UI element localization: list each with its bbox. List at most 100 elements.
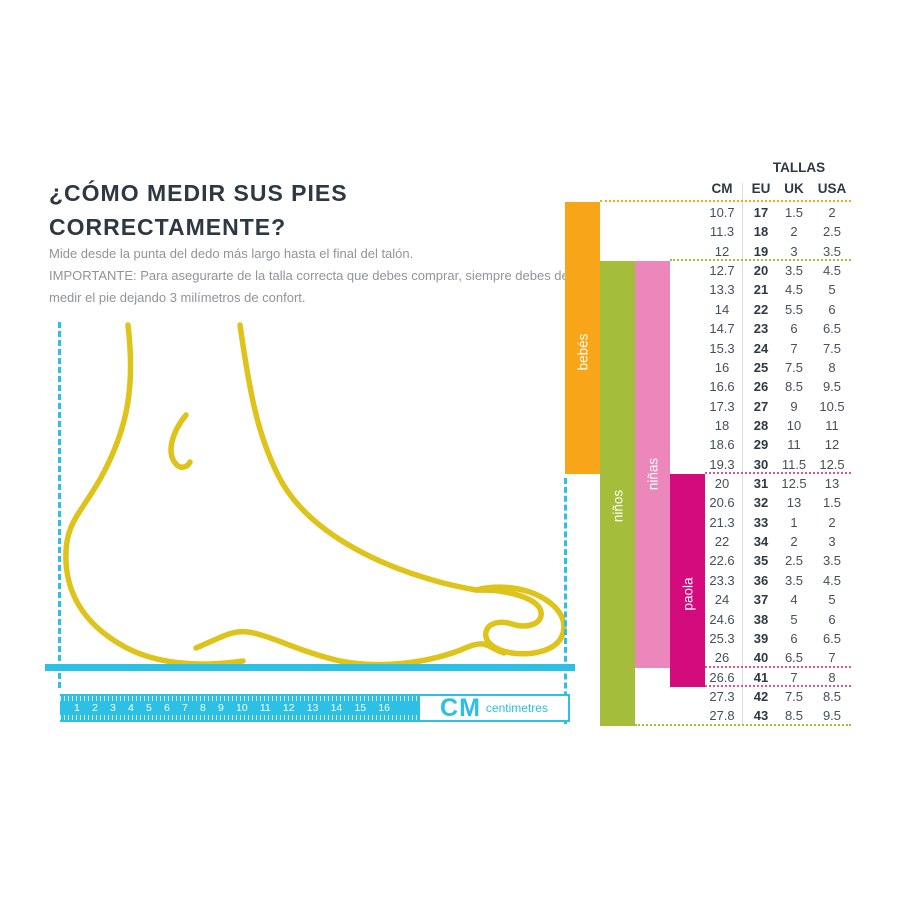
cell-eu: 39 [753, 630, 769, 646]
table-row: 27.8 43 8.5 9.5 [698, 706, 852, 725]
cell-usa: 2 [828, 205, 836, 220]
table-row: 21.3 33 1 2 [698, 513, 852, 532]
cell-cm: 12.7 [709, 263, 735, 279]
ruler-number: 15 [354, 702, 367, 714]
cell-cm: 15.3 [709, 340, 735, 356]
table-row: 25.3 39 6 6.5 [698, 629, 852, 648]
cell-usa: 4.5 [822, 572, 842, 588]
ruler-number: 2 [92, 702, 98, 714]
cell-cm: 16.6 [709, 379, 735, 395]
table-column-headers: CM EU UK USA [698, 181, 852, 196]
cell-eu: 26 [753, 379, 769, 395]
cell-cm: 20 [714, 476, 730, 492]
cell-cm: 20.6 [709, 495, 735, 511]
cell-eu: 42 [753, 688, 769, 704]
cell-uk: 5 [790, 611, 798, 627]
ruler-number: 12 [282, 702, 295, 714]
page-title-line2: CORRECTAMENTE? [49, 214, 287, 240]
cell-usa: 1.5 [822, 495, 842, 511]
cell-cm: 25.3 [709, 630, 735, 646]
table-row: 12 19 3 3.5 [698, 242, 852, 261]
category-label-bebes: bebés [575, 333, 591, 371]
cell-cm: 17.3 [709, 398, 735, 414]
cell-eu: 32 [753, 495, 769, 511]
cell-usa: 10.5 [819, 398, 845, 414]
separator-ninos-start [670, 258, 851, 261]
cell-usa: 7.5 [822, 340, 842, 356]
column-header-uk: UK [784, 181, 804, 196]
instruction-text: Mide desde la punta del dedo más largo h… [49, 246, 414, 261]
cell-uk: 6 [790, 321, 798, 337]
ruler-number: 7 [182, 702, 188, 714]
ruler-number: 16 [378, 702, 390, 714]
separator-table-end [635, 723, 851, 726]
ruler-number: 1 [74, 702, 80, 714]
cell-uk: 10 [786, 417, 802, 433]
foot-heel-curve [63, 322, 246, 667]
table-row: 17.3 27 9 10.5 [698, 397, 852, 416]
table-row: 18 28 10 11 [698, 416, 852, 435]
cell-cm: 18.6 [709, 437, 735, 453]
cell-uk: 8.5 [784, 708, 804, 724]
cell-eu: 18 [753, 224, 769, 240]
cell-cm: 13.3 [709, 282, 735, 298]
cell-cm: 10.7 [709, 205, 735, 220]
cell-cm: 11.3 [709, 224, 735, 240]
table-row: 10.7 17 1.5 2 [698, 203, 852, 222]
cell-usa: 13 [824, 476, 840, 492]
cell-usa: 4.5 [822, 263, 842, 279]
separator-bebes-start [600, 200, 851, 202]
table-title: TALLAS [772, 160, 826, 175]
cell-usa: 8 [828, 359, 836, 375]
table-row: 27.3 42 7.5 8.5 [698, 687, 852, 706]
ruler-unit-cm: CM [440, 693, 481, 722]
cell-eu: 35 [753, 553, 769, 569]
cell-usa: 5 [828, 592, 836, 608]
cell-cm: 19.3 [709, 456, 735, 472]
measure-baseline [45, 664, 575, 671]
separator-paola-start [705, 471, 851, 474]
ruler-number: 6 [164, 702, 170, 714]
ruler-number: 5 [146, 702, 152, 714]
cell-uk: 3.5 [784, 263, 804, 279]
category-band-bebes [565, 202, 600, 474]
cell-usa: 6 [828, 301, 836, 317]
cell-uk: 12.5 [781, 476, 807, 492]
cell-cm: 16 [714, 359, 730, 375]
cell-usa: 8.5 [822, 688, 842, 704]
table-column-divider [742, 183, 743, 726]
table-row: 23.3 36 3.5 4.5 [698, 571, 852, 590]
ruler-numbers: 1 2 3 4 5 6 7 8 9 10 11 12 13 14 15 16 [60, 694, 418, 722]
table-row: 12.7 20 3.5 4.5 [698, 261, 852, 280]
table-row: 16.6 26 8.5 9.5 [698, 377, 852, 396]
cell-uk: 9 [790, 398, 798, 414]
cell-usa: 3.5 [822, 553, 842, 569]
table-row: 14.7 23 6 6.5 [698, 319, 852, 338]
cell-eu: 25 [753, 359, 769, 375]
table-row: 24 37 4 5 [698, 590, 852, 609]
measure-guide-left-dashed-line [58, 322, 61, 688]
cell-eu: 17 [753, 205, 769, 220]
cell-eu: 30 [753, 456, 769, 472]
cell-uk: 11 [787, 437, 801, 453]
table-row: 26 40 6.5 7 [698, 648, 852, 667]
foot-ankle-bone-curve [168, 412, 193, 470]
ruler-unit-box: CM centimetres [418, 694, 570, 722]
cell-usa: 5 [828, 282, 836, 298]
ruler-number: 11 [259, 702, 271, 714]
cell-cm: 22.6 [709, 553, 735, 569]
cell-cm: 18 [714, 417, 730, 433]
column-header-eu: EU [751, 181, 771, 196]
category-band-ninas [635, 261, 670, 668]
column-header-cm: CM [711, 181, 733, 196]
cell-uk: 8.5 [784, 379, 804, 395]
cell-cm: 23.3 [709, 572, 735, 588]
cell-cm: 12 [714, 243, 730, 259]
separator-row41-bottom [705, 685, 851, 687]
cell-uk: 3.5 [784, 572, 804, 588]
cell-eu: 29 [753, 437, 769, 453]
ruler-number: 3 [110, 702, 116, 714]
cell-eu: 41 [753, 669, 769, 685]
cell-uk: 7.5 [784, 359, 804, 375]
